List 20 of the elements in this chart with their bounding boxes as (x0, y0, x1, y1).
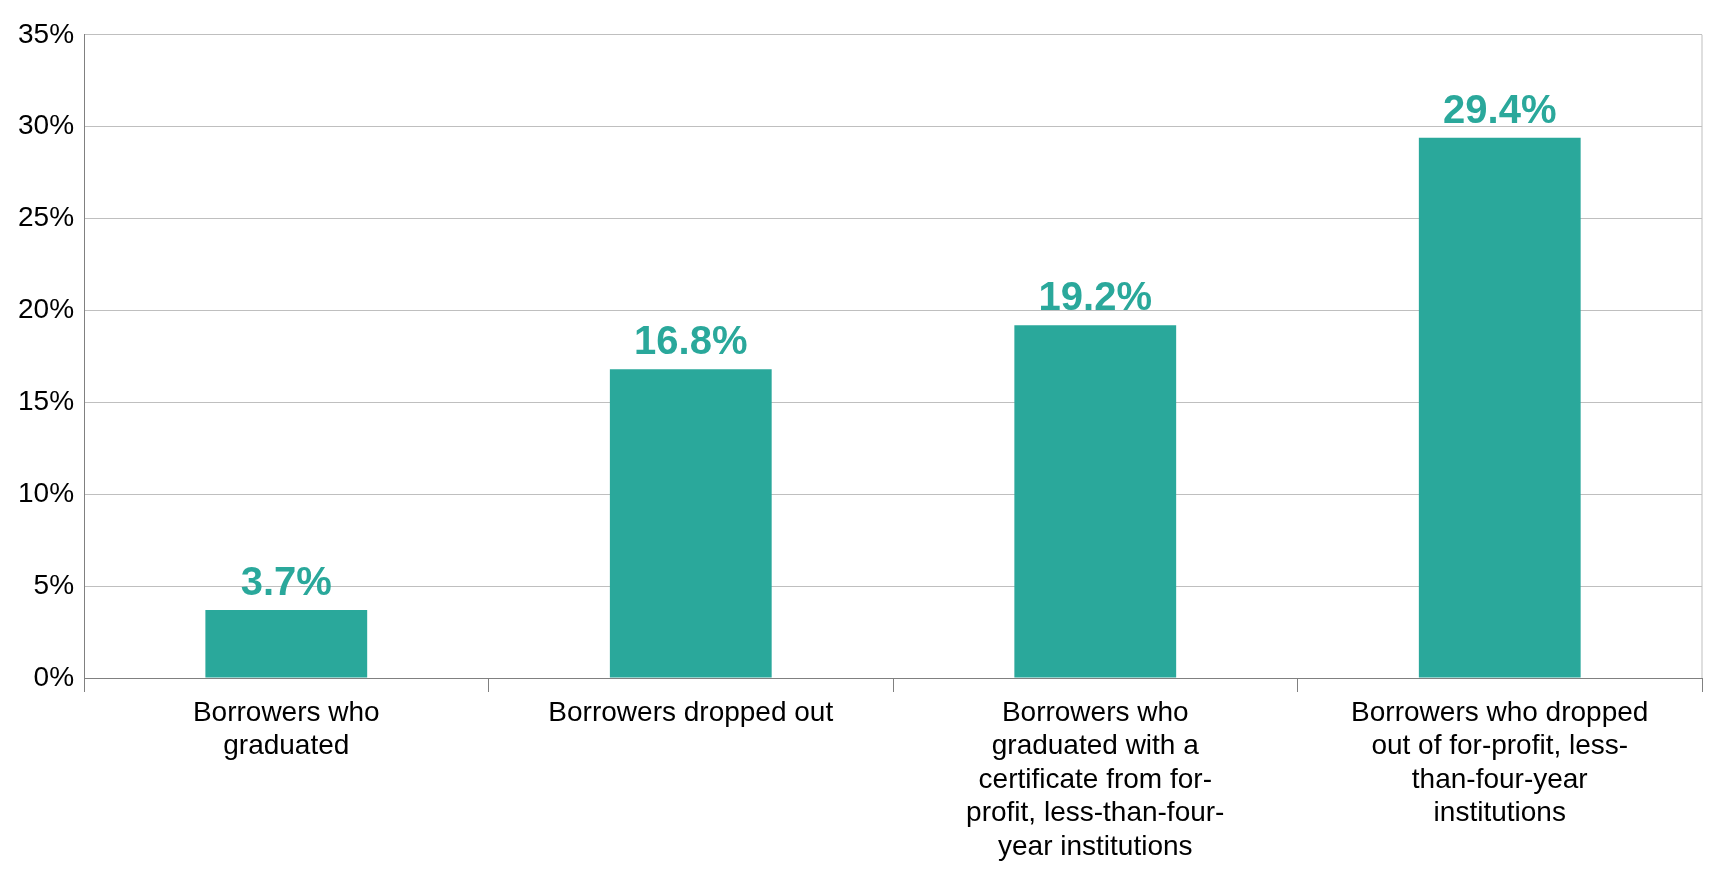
bar (1418, 137, 1581, 678)
x-tick-label: Borrowers who graduated with a certificate from for-profit, less-than-four-year institutions (966, 695, 1225, 861)
bar (1014, 325, 1177, 678)
y-tick-label: 25% (17, 201, 75, 233)
data-label: 29.4% (1443, 86, 1557, 131)
data-label: 19.2% (1038, 274, 1152, 319)
bar (205, 610, 368, 678)
y-tick-label: 10% (17, 476, 75, 508)
y-tick-label: 20% (17, 293, 75, 325)
y-tick-label: 15% (17, 385, 75, 417)
y-tick-label: 30% (17, 109, 75, 141)
data-label: 3.7% (240, 559, 332, 604)
y-tick-label: 35% (17, 17, 75, 49)
data-label: 16.8% (634, 318, 748, 363)
x-tick-label: Borrowers who dropped out of for-profit, less-than-four-year institutions (1351, 695, 1649, 828)
x-tick-label: Borrowers who graduated (192, 695, 380, 761)
bar (609, 369, 772, 678)
y-tick-label: 0% (33, 660, 75, 692)
x-tick-label: Borrowers dropped out (548, 695, 834, 727)
y-tick-label: 5% (33, 568, 75, 600)
